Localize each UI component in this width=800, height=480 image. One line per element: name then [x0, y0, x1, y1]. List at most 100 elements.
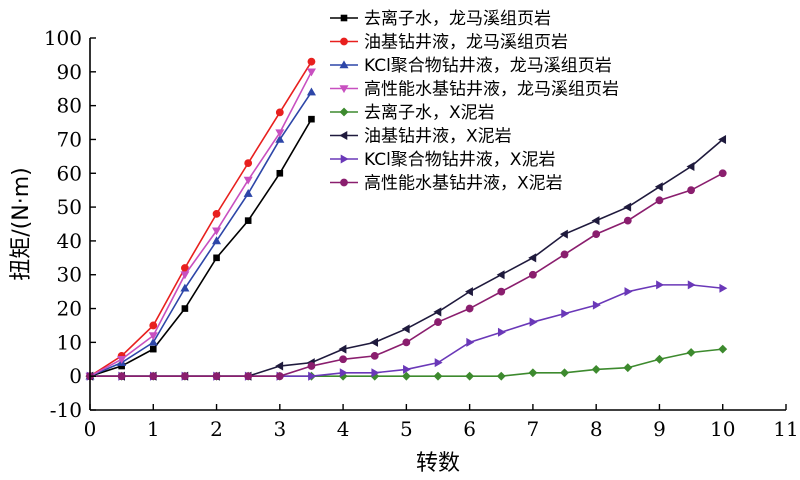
series-8	[86, 169, 727, 381]
data-point	[339, 60, 349, 69]
data-point	[338, 344, 347, 354]
data-point	[687, 186, 695, 195]
y-tick-label: -10	[50, 398, 82, 422]
data-point	[528, 368, 538, 378]
data-point	[560, 368, 569, 378]
data-point	[244, 372, 253, 381]
data-point	[275, 361, 284, 371]
legend-item: 高性能水基钻井液，龙马溪组页岩	[330, 80, 619, 100]
data-point	[212, 372, 221, 381]
legend-label: 高性能水基钻井液，龙马溪组页岩	[364, 80, 619, 100]
x-tick-label: 9	[653, 417, 666, 441]
series-line	[89, 118, 313, 377]
x-tick-label: 1	[147, 417, 160, 441]
data-point	[686, 161, 695, 172]
data-point	[718, 134, 727, 144]
data-point	[529, 317, 538, 327]
x-tick-label: 8	[590, 417, 603, 441]
legend-item: KCl聚合物钻井液，X泥岩	[330, 150, 555, 170]
data-point	[149, 372, 158, 381]
series-line	[89, 91, 313, 377]
data-point	[655, 354, 664, 364]
data-point	[307, 57, 316, 66]
data-point	[591, 216, 600, 226]
legend-item: 油基钻井液，龙马溪组页岩	[330, 33, 568, 53]
data-point	[592, 300, 601, 310]
data-point	[401, 324, 410, 334]
data-point	[340, 154, 349, 164]
data-point	[686, 348, 696, 357]
x-tick-label: 4	[337, 417, 350, 441]
data-point	[497, 327, 506, 337]
data-point	[434, 318, 442, 326]
series-line	[89, 71, 313, 377]
data-point	[559, 229, 568, 239]
data-point	[718, 169, 727, 178]
data-point	[276, 169, 284, 177]
series-2	[86, 57, 316, 381]
legend-label: 去离子水，龙马溪组页岩	[364, 9, 551, 29]
x-tick-label: 11	[773, 417, 798, 441]
data-point	[370, 337, 379, 347]
data-point	[655, 196, 664, 205]
y-tick-label: 10	[57, 330, 82, 354]
data-point	[148, 332, 158, 341]
x-tick-label: 6	[463, 417, 476, 441]
series-1	[86, 115, 315, 380]
data-point	[117, 355, 127, 364]
data-point	[212, 209, 221, 218]
data-point	[149, 321, 158, 330]
data-point	[339, 107, 349, 117]
data-point	[244, 159, 253, 168]
legend-label: KCl聚合物钻井液，X泥岩	[364, 150, 555, 170]
data-point	[148, 337, 158, 346]
y-tick-label: 80	[57, 94, 82, 118]
data-point	[529, 270, 537, 279]
legend-label: KCl聚合物钻井液，龙马溪组页岩	[364, 56, 612, 76]
y-axis-title: 扭矩/(N·m)	[9, 167, 34, 280]
data-point	[528, 253, 537, 263]
series-line	[89, 61, 313, 377]
data-point	[339, 355, 347, 364]
data-point	[307, 362, 316, 370]
data-point	[306, 87, 316, 96]
x-tick-label: 0	[84, 417, 97, 441]
data-point	[275, 372, 284, 381]
data-point	[719, 283, 728, 293]
data-point	[465, 304, 474, 313]
y-tick-label: 50	[57, 195, 82, 219]
data-point	[243, 176, 253, 185]
data-point	[623, 363, 633, 373]
data-point	[339, 85, 349, 94]
data-point	[496, 371, 506, 381]
y-tick-label: 0	[69, 364, 82, 388]
data-point	[275, 108, 284, 117]
data-point	[212, 227, 222, 236]
legend-item: KCl聚合物钻井液，龙马溪组页岩	[330, 56, 612, 76]
data-point	[465, 371, 475, 381]
x-tick-label: 2	[210, 417, 223, 441]
data-point	[243, 188, 253, 197]
data-point	[181, 305, 189, 312]
data-point	[434, 358, 443, 368]
data-point	[339, 130, 348, 141]
y-tick-label: 70	[57, 127, 82, 151]
legend-item: 油基钻井液，X泥岩	[330, 127, 512, 147]
data-point	[592, 230, 601, 239]
data-point	[623, 216, 632, 225]
data-point	[591, 364, 601, 374]
data-point	[401, 371, 411, 381]
data-point	[244, 217, 252, 224]
data-point	[117, 372, 126, 381]
data-point	[339, 368, 348, 378]
y-tick-label: 60	[57, 161, 82, 185]
data-point	[308, 115, 315, 123]
y-tick-label: 30	[57, 263, 82, 287]
y-tick-label: 90	[57, 60, 82, 84]
legend-item: 高性能水基钻井液，X泥岩	[330, 174, 563, 194]
data-point	[654, 182, 663, 192]
data-point	[497, 287, 506, 296]
legend-item: 去离子水，X泥岩	[330, 103, 495, 123]
